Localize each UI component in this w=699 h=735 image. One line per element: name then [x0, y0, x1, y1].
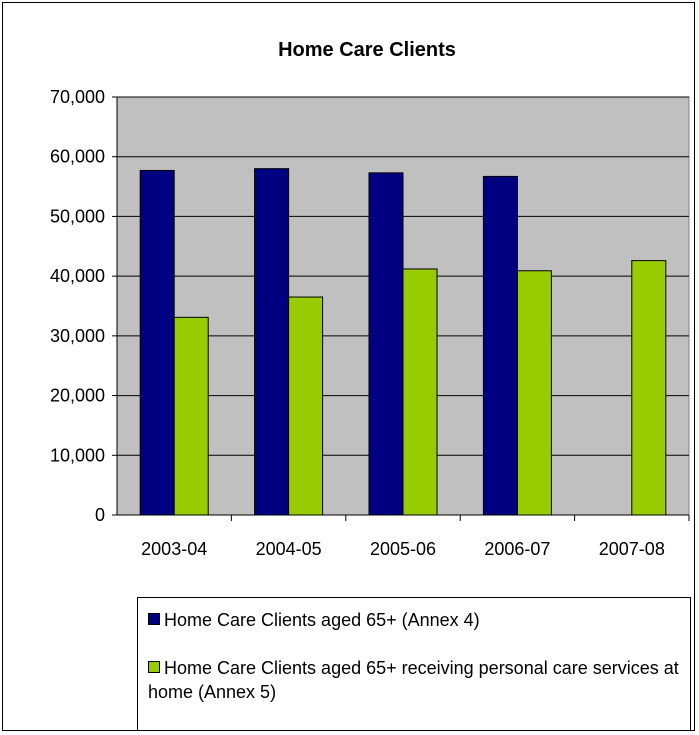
bar-series-2: [631, 260, 667, 516]
y-tick-label: 30,000: [50, 326, 105, 346]
legend-swatch-series-1: [148, 613, 160, 625]
bar-series-2: [402, 268, 438, 516]
y-tick-label: 50,000: [50, 206, 105, 226]
bar-series-1: [482, 175, 518, 516]
bar-series-1: [368, 172, 404, 516]
bar-chart: Home Care Clients 0 10,000 20,000 30,000 40,…: [50, 39, 690, 559]
x-tick-label: 2003-04: [141, 539, 207, 559]
y-tick-label: 0: [95, 505, 105, 525]
bar-series-2: [516, 270, 552, 516]
x-tick-label: 2006-07: [484, 539, 550, 559]
bar-series-1: [254, 168, 290, 516]
y-tick-label: 10,000: [50, 445, 105, 465]
y-tick-label: 20,000: [50, 386, 105, 406]
bar-series-1: [139, 169, 175, 516]
bar-series-2: [173, 316, 209, 516]
x-tick-label: 2004-05: [256, 539, 322, 559]
x-tick-label: 2007-08: [599, 539, 665, 559]
legend-label-series-2: Home Care Clients aged 65+ receiving per…: [148, 658, 679, 702]
legend-item-series-1: Home Care Clients aged 65+ (Annex 4): [148, 608, 682, 632]
legend-item-series-2: Home Care Clients aged 65+ receiving per…: [148, 656, 682, 704]
legend-label-series-1: Home Care Clients aged 65+ (Annex 4): [164, 610, 480, 630]
chart-title: Home Care Clients: [278, 39, 456, 61]
bar-series-2: [288, 296, 324, 516]
y-tick-label: 40,000: [50, 266, 105, 286]
y-tick-label: 70,000: [50, 87, 105, 107]
x-tick-label: 2005-06: [370, 539, 436, 559]
y-tick-label: 60,000: [50, 147, 105, 167]
legend-swatch-series-2: [148, 661, 160, 673]
plot-area: 0 10,000 20,000 30,000 40,000 50,000 60,000 70,…: [50, 87, 690, 559]
legend: Home Care Clients aged 65+ (Annex 4) Hom…: [137, 597, 691, 731]
